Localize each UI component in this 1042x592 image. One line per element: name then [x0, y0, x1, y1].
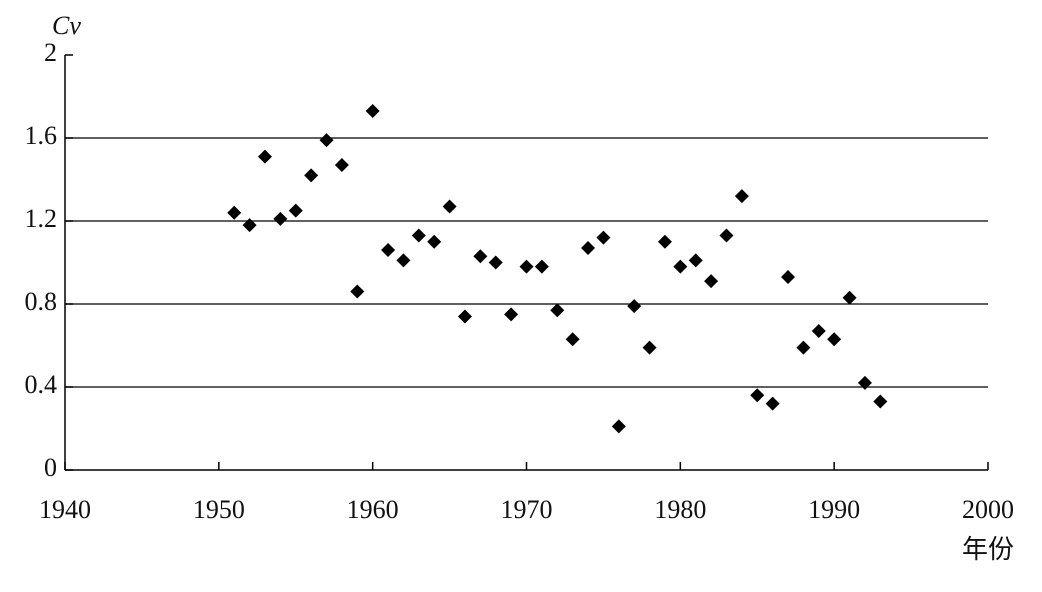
point: [242, 218, 257, 233]
point: [350, 284, 365, 299]
point: [227, 205, 242, 220]
x-tick-label: 1940: [39, 495, 91, 524]
point: [627, 299, 642, 314]
point: [381, 243, 396, 258]
point: [534, 259, 549, 274]
point: [411, 228, 426, 243]
y-tick-label: 0: [44, 453, 57, 482]
point: [673, 259, 688, 274]
x-tick-label: 2000: [962, 495, 1014, 524]
point: [657, 234, 672, 249]
point: [857, 375, 872, 390]
point: [781, 270, 796, 285]
y-axis-label: Cv: [52, 11, 81, 40]
point: [427, 234, 442, 249]
point: [765, 396, 780, 411]
point: [811, 323, 826, 338]
point: [827, 332, 842, 347]
point: [273, 211, 288, 226]
point: [873, 394, 888, 409]
point: [704, 274, 719, 289]
point: [750, 388, 765, 403]
y-tick-label: 0.4: [25, 370, 58, 399]
point: [319, 133, 334, 148]
point: [642, 340, 657, 355]
point: [611, 419, 626, 434]
point: [488, 255, 503, 270]
point: [473, 249, 488, 264]
point: [504, 307, 519, 322]
point: [842, 290, 857, 305]
point: [719, 228, 734, 243]
point: [596, 230, 611, 245]
point: [550, 303, 565, 318]
point: [257, 149, 272, 164]
x-tick-label: 1990: [808, 495, 860, 524]
x-tick-label: 1970: [501, 495, 553, 524]
point: [334, 157, 349, 172]
y-tick-label: 1.2: [25, 204, 58, 233]
y-tick-label: 1.6: [25, 121, 58, 150]
point: [442, 199, 457, 214]
point: [288, 203, 303, 218]
point: [581, 240, 596, 255]
point: [457, 309, 472, 324]
point: [304, 168, 319, 183]
y-tick-label: 0.8: [25, 287, 58, 316]
point: [565, 332, 580, 347]
point: [396, 253, 411, 268]
x-tick-label: 1980: [654, 495, 706, 524]
point: [796, 340, 811, 355]
point: [365, 104, 380, 119]
point: [734, 189, 749, 204]
y-tick-label: 2: [44, 38, 57, 67]
x-axis-label: 年份: [962, 535, 1014, 564]
point: [688, 253, 703, 268]
point: [519, 259, 534, 274]
x-tick-label: 1950: [193, 495, 245, 524]
x-tick-label: 1960: [347, 495, 399, 524]
